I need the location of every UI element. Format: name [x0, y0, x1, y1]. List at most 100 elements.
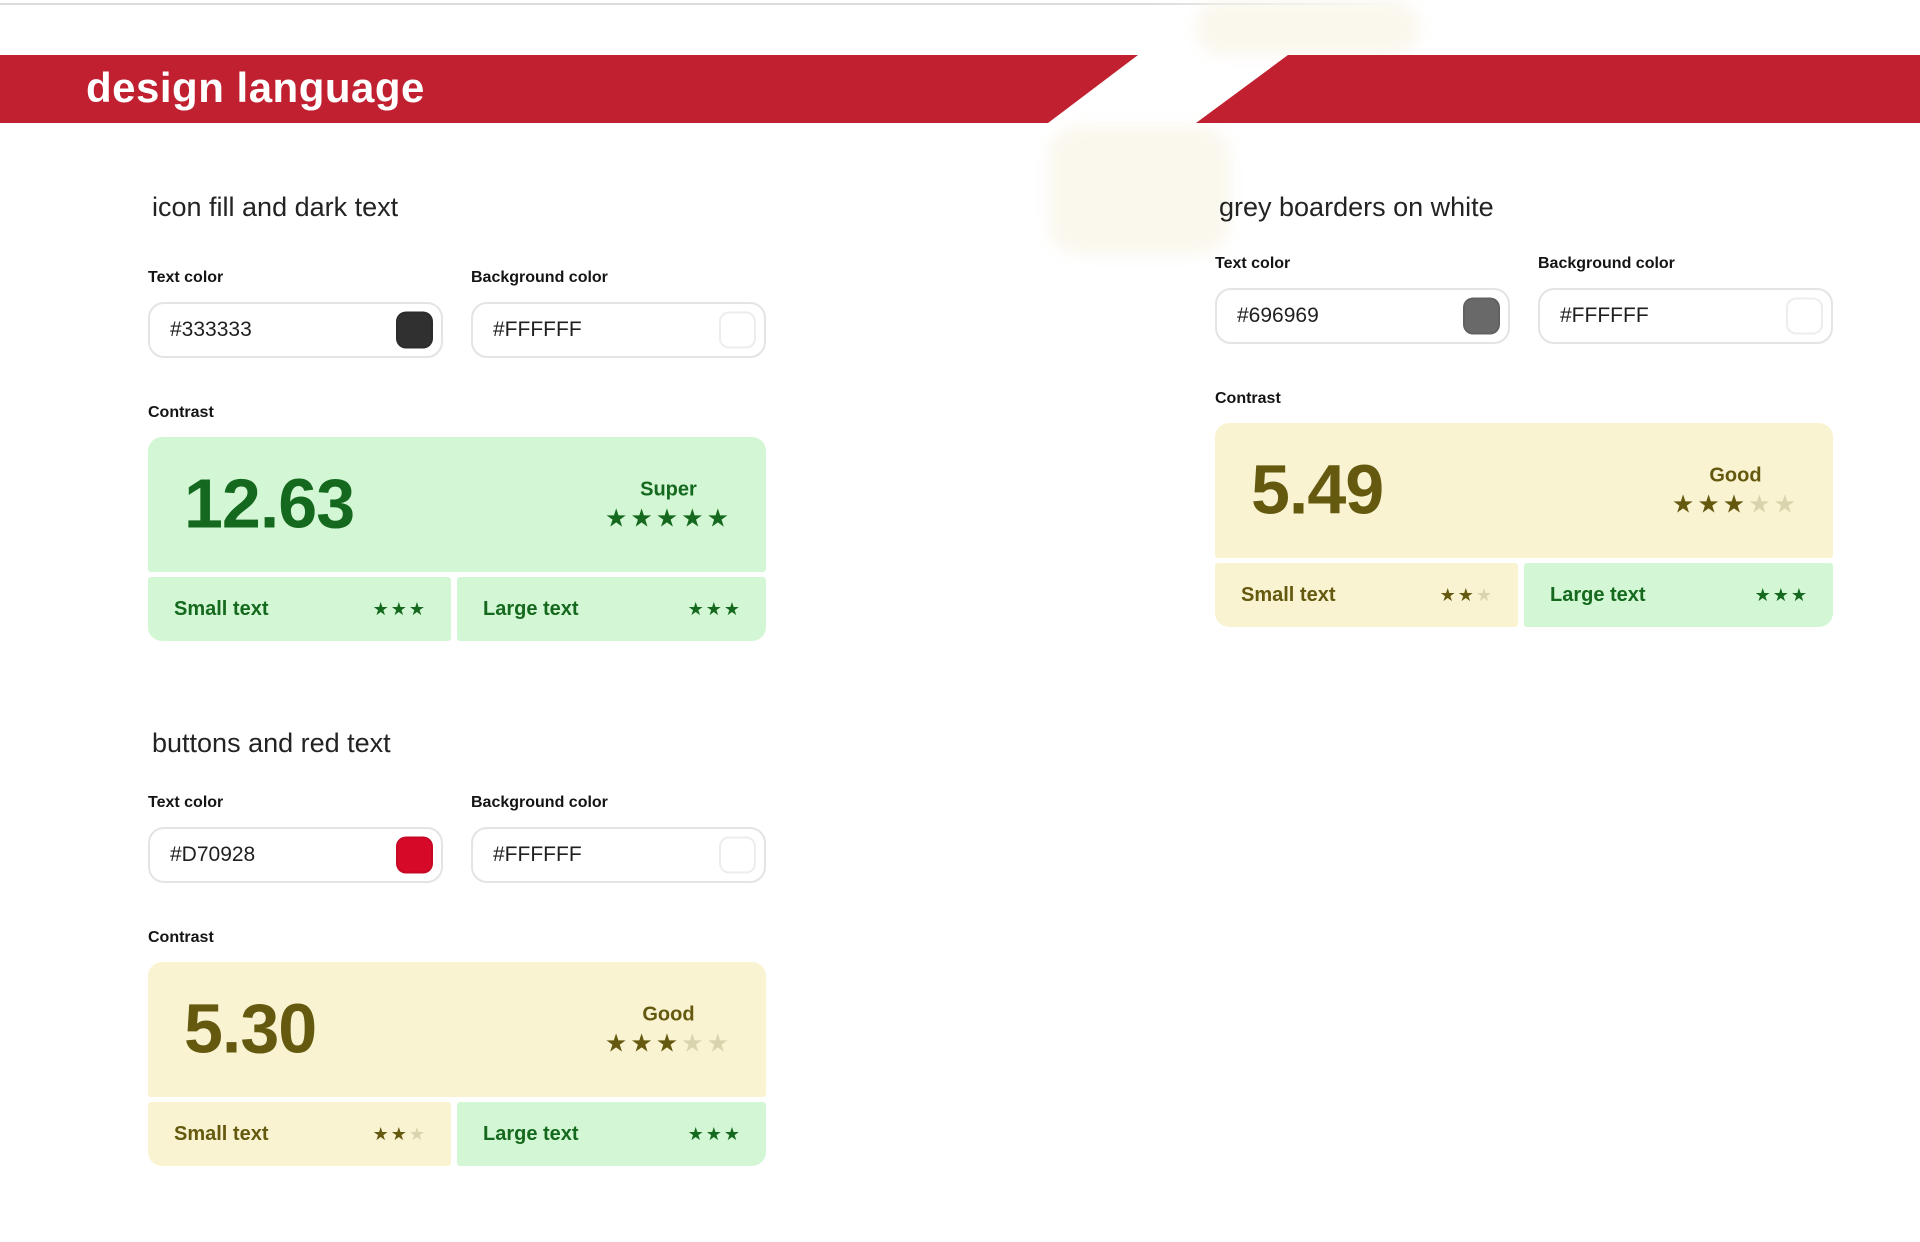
text-color-input[interactable] — [1215, 288, 1510, 344]
small-text-stars: ★★★ — [373, 600, 427, 618]
panel-grey-boarders-on-white: grey boarders on white Text color Backgr… — [1215, 190, 1833, 627]
small-text-label: Small text — [174, 597, 269, 620]
text-color-input[interactable] — [148, 827, 443, 883]
filled-stars: ★★★ — [687, 1124, 742, 1144]
text-color-swatch[interactable] — [1463, 297, 1500, 335]
contrast-detail-row: Small text ★★★ Large text ★★★ — [148, 577, 766, 641]
text-color-swatch[interactable] — [396, 836, 433, 874]
contrast-label: Contrast — [148, 404, 214, 421]
header-banner: design language — [0, 55, 1920, 123]
rating-stars: ★★★★★ — [605, 506, 732, 531]
large-text-label: Large text — [1550, 583, 1646, 606]
large-text-cell: Large text ★★★ — [457, 577, 766, 641]
empty-stars: ★ — [1475, 585, 1494, 605]
text-color-value[interactable] — [1237, 290, 1417, 342]
background-color-input[interactable] — [471, 827, 766, 883]
filled-stars: ★★★ — [372, 599, 427, 619]
contrast-rating: Good ★★★★★ — [605, 1003, 732, 1056]
large-text-stars: ★★★ — [688, 1125, 742, 1143]
contrast-card: 5.30 Good ★★★★★ Small text ★★★ Large tex… — [148, 962, 766, 1166]
small-text-stars: ★★★ — [1440, 586, 1494, 604]
contrast-card: 5.49 Good ★★★★★ Small text ★★★ Large tex… — [1215, 423, 1833, 627]
text-color-field: Text color — [148, 268, 443, 358]
background-accent-shape — [1195, 0, 1420, 56]
large-text-label: Large text — [483, 1122, 579, 1145]
empty-stars: ★★ — [1748, 490, 1799, 518]
background-accent-shape — [1048, 126, 1230, 254]
background-color-field: Background color — [471, 793, 766, 883]
rating-stars: ★★★★★ — [1672, 492, 1799, 517]
text-color-input[interactable] — [148, 302, 443, 358]
contrast-rating: Super ★★★★★ — [605, 478, 732, 531]
panel-title: grey boarders on white — [1219, 192, 1494, 222]
background-color-field: Background color — [471, 268, 766, 358]
color-fields: Text color Background color — [148, 793, 766, 883]
text-color-field: Text color — [1215, 254, 1510, 344]
text-color-label: Text color — [148, 794, 224, 811]
panel-title: buttons and red text — [152, 728, 391, 758]
rating-word: Good — [1709, 464, 1762, 486]
filled-stars: ★★★ — [1671, 490, 1749, 518]
banner-left-segment — [0, 55, 1138, 123]
contrast-label: Contrast — [1215, 390, 1281, 407]
small-text-cell: Small text ★★★ — [148, 1102, 451, 1166]
rating-word: Super — [640, 478, 697, 500]
small-text-label: Small text — [1241, 583, 1336, 606]
background-color-swatch[interactable] — [1786, 297, 1823, 335]
color-fields: Text color Background color — [148, 268, 766, 358]
background-color-value[interactable] — [493, 304, 673, 356]
background-color-field: Background color — [1538, 254, 1833, 344]
text-color-value[interactable] — [170, 829, 350, 881]
contrast-rating: Good ★★★★★ — [1672, 464, 1799, 517]
background-color-value[interactable] — [1560, 290, 1740, 342]
contrast-label: Contrast — [148, 929, 214, 946]
filled-stars: ★★ — [372, 1124, 409, 1144]
empty-stars: ★ — [408, 1124, 427, 1144]
panel-buttons-and-red-text: buttons and red text Text color Backgrou… — [148, 726, 766, 1166]
background-color-value[interactable] — [493, 829, 673, 881]
filled-stars: ★★★ — [604, 1029, 682, 1057]
large-text-cell: Large text ★★★ — [1524, 563, 1833, 627]
contrast-main: 5.30 Good ★★★★★ — [148, 962, 766, 1097]
text-color-field: Text color — [148, 793, 443, 883]
background-color-swatch[interactable] — [719, 311, 756, 349]
large-text-cell: Large text ★★★ — [457, 1102, 766, 1166]
contrast-main: 5.49 Good ★★★★★ — [1215, 423, 1833, 558]
panel-title: icon fill and dark text — [152, 192, 399, 222]
background-color-swatch[interactable] — [719, 836, 756, 874]
text-color-swatch[interactable] — [396, 311, 433, 349]
contrast-ratio: 5.49 — [1251, 450, 1384, 529]
small-text-cell: Small text ★★★ — [148, 577, 451, 641]
small-text-stars: ★★★ — [373, 1125, 427, 1143]
background-color-label: Background color — [471, 794, 608, 811]
filled-stars: ★★ — [1439, 585, 1476, 605]
empty-stars: ★★ — [681, 1029, 732, 1057]
filled-stars: ★★★★★ — [604, 504, 732, 532]
contrast-ratio: 5.30 — [184, 989, 317, 1068]
panel-icon-fill-dark-text: icon fill and dark text Text color Backg… — [148, 190, 766, 641]
contrast-main: 12.63 Super ★★★★★ — [148, 437, 766, 572]
rating-stars: ★★★★★ — [605, 1031, 732, 1056]
small-text-label: Small text — [174, 1122, 269, 1145]
rating-word: Good — [642, 1003, 695, 1025]
text-color-label: Text color — [1215, 255, 1291, 272]
text-color-value[interactable] — [170, 304, 350, 356]
page-title: design language — [86, 64, 425, 111]
small-text-cell: Small text ★★★ — [1215, 563, 1518, 627]
large-text-stars: ★★★ — [1755, 586, 1809, 604]
color-fields: Text color Background color — [1215, 254, 1833, 344]
contrast-detail-row: Small text ★★★ Large text ★★★ — [1215, 563, 1833, 627]
background-color-label: Background color — [1538, 255, 1675, 272]
large-text-label: Large text — [483, 597, 579, 620]
banner-right-segment — [1196, 55, 1920, 123]
large-text-stars: ★★★ — [688, 600, 742, 618]
text-color-label: Text color — [148, 269, 224, 286]
top-divider-line — [0, 3, 1400, 5]
background-color-label: Background color — [471, 269, 608, 286]
background-color-input[interactable] — [471, 302, 766, 358]
contrast-card: 12.63 Super ★★★★★ Small text ★★★ Large t… — [148, 437, 766, 641]
filled-stars: ★★★ — [687, 599, 742, 619]
background-color-input[interactable] — [1538, 288, 1833, 344]
filled-stars: ★★★ — [1754, 585, 1809, 605]
contrast-ratio: 12.63 — [184, 464, 355, 543]
